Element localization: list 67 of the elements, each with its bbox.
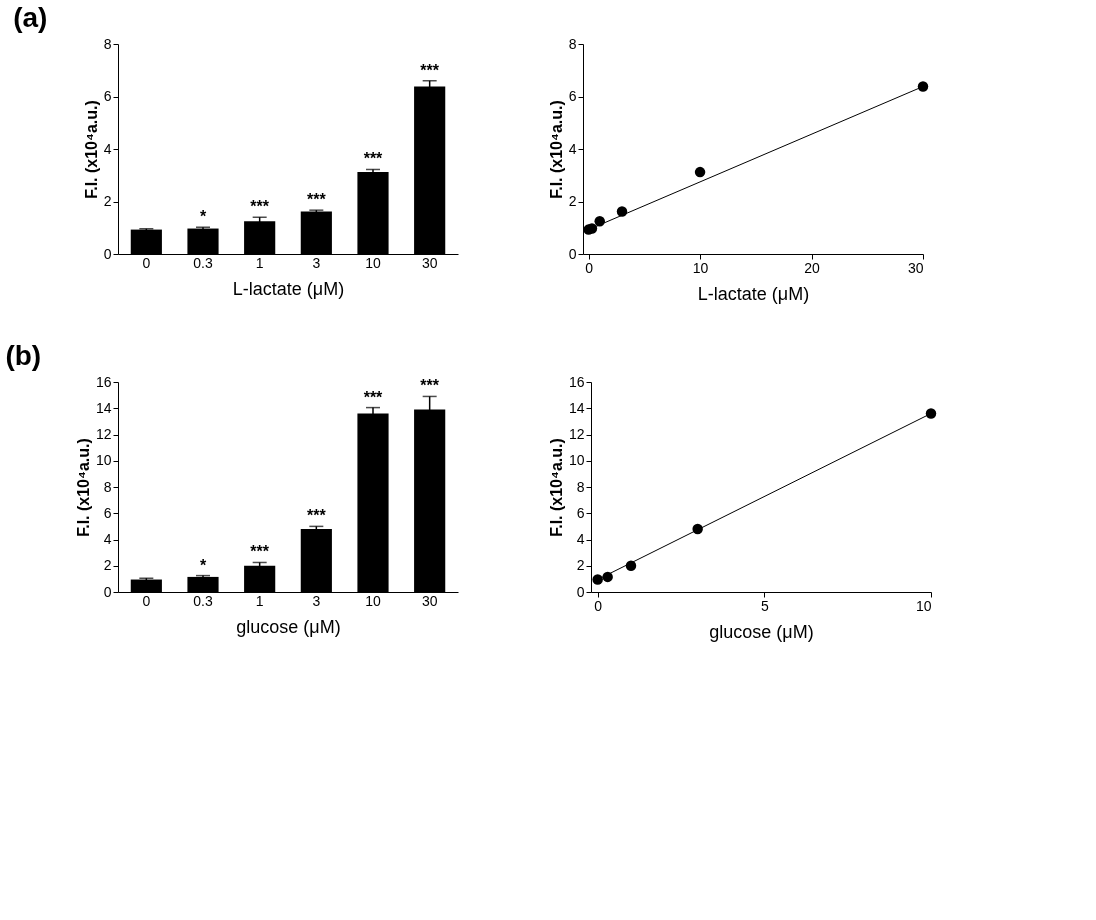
y-tick-label: 10 [95, 452, 112, 469]
x-tick-label: 0.3 [193, 592, 213, 609]
annotation: *** [306, 191, 327, 209]
point [692, 523, 703, 535]
annotation: * [199, 208, 207, 226]
x-tick-label: 10 [692, 259, 709, 276]
x-tick-label: 20 [804, 259, 821, 276]
x-tick-label: 3 [312, 254, 321, 271]
point [925, 408, 937, 419]
y-tick-label: 12 [95, 426, 112, 442]
annotation: *** [363, 388, 384, 406]
x-axis-title: L-lactate (μM) [232, 278, 345, 299]
x-tick-label: 5 [760, 597, 769, 614]
y-tick-label: 16 [568, 373, 585, 390]
chart-title: (a) [13, 2, 48, 33]
x-tick-label: 1 [255, 254, 264, 271]
annotation: * [199, 556, 207, 574]
y-axis-title: F.I. (x10⁴a.u.) [547, 100, 565, 199]
y-tick-label: 6 [103, 504, 112, 521]
point [602, 571, 613, 583]
point [625, 560, 637, 571]
y-axis-title: F.I. (x10⁴a.u.) [547, 438, 565, 537]
annotation: *** [420, 61, 440, 79]
x-tick-label: 0 [142, 254, 151, 271]
x-tick-label: 30 [421, 254, 438, 271]
x-tick-label: 10 [365, 254, 381, 271]
y-tick-label: 4 [576, 531, 585, 547]
y-tick-label: 2 [576, 557, 585, 574]
x-tick-label: 30 [421, 592, 438, 609]
annotation: *** [363, 150, 384, 168]
y-axis-title: F.I. (x10⁴a.u.) [82, 100, 100, 199]
y-tick-label: 4 [103, 531, 112, 547]
y-tick-label: 8 [103, 478, 112, 495]
annotation: *** [250, 198, 270, 216]
x-tick-label: 30 [907, 259, 924, 276]
y-tick-label: 4 [568, 140, 577, 157]
point [592, 574, 603, 585]
y-tick-label: 14 [568, 399, 585, 416]
y-tick-label: 6 [103, 88, 112, 104]
y-tick-label: 8 [103, 35, 112, 52]
x-tick-label: 10 [915, 597, 932, 614]
y-tick-label: 6 [576, 504, 585, 521]
y-tick-label: 2 [568, 193, 577, 209]
y-tick-label: 12 [568, 426, 585, 442]
chart-title: (b) [5, 340, 42, 371]
x-tick-label: 3 [312, 592, 321, 609]
x-tick-label: 1 [255, 592, 264, 609]
y-tick-label: 2 [103, 557, 112, 574]
annotation: *** [250, 543, 270, 561]
x-tick-label: 10 [365, 592, 381, 609]
x-axis-title: L-lactate (μM) [697, 283, 810, 304]
x-axis-title: glucose (μM) [236, 616, 341, 637]
x-axis-title: glucose (μM) [709, 621, 814, 642]
y-tick-label: 16 [95, 373, 112, 390]
x-tick-label: 0.3 [193, 254, 213, 271]
y-tick-label: 10 [568, 452, 585, 469]
y-axis-title: F.I. (x10⁴a.u.) [74, 438, 92, 537]
y-tick-label: 14 [95, 399, 112, 416]
y-tick-label: 2 [103, 193, 112, 209]
annotation: *** [306, 507, 327, 525]
x-tick-label: 0 [594, 597, 603, 614]
y-tick-label: 8 [576, 478, 585, 495]
y-tick-label: 8 [568, 35, 577, 52]
y-tick-label: 6 [568, 88, 577, 104]
x-tick-label: 0 [142, 592, 151, 609]
annotation: *** [420, 377, 440, 395]
y-tick-label: 4 [103, 140, 112, 157]
